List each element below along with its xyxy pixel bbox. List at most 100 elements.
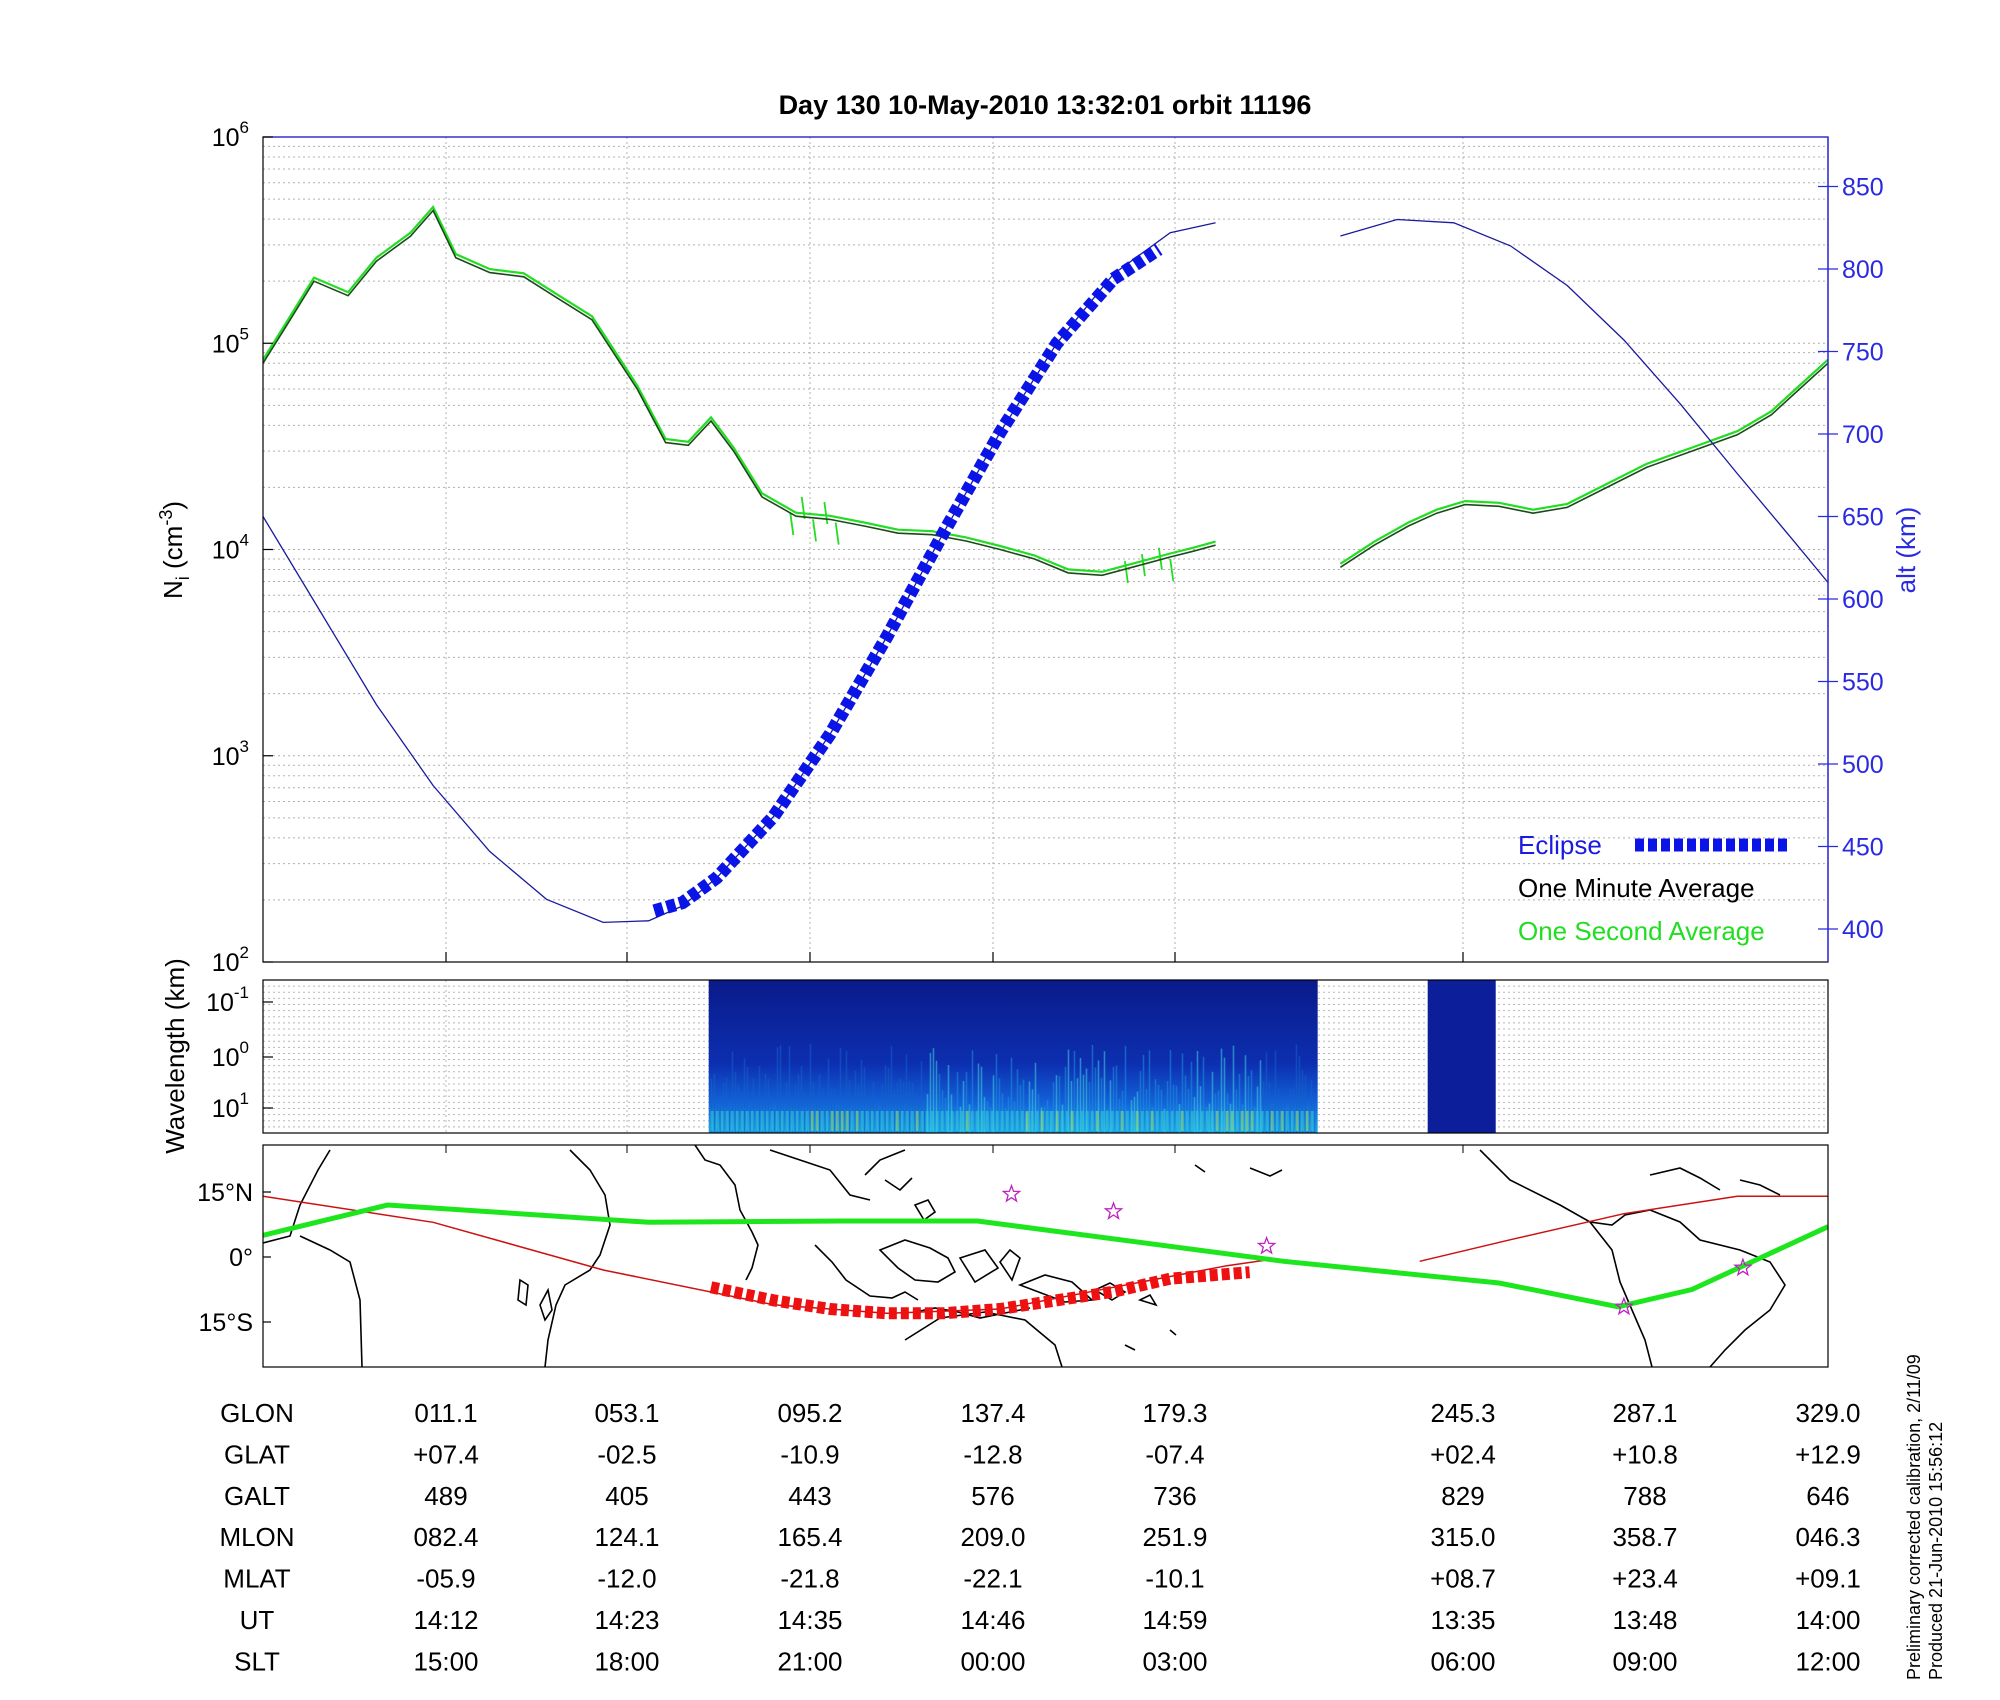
spectrogram-low-band	[945, 1111, 949, 1131]
spectrogram-low-band	[785, 1111, 789, 1131]
spectrogram-streak	[992, 1075, 995, 1133]
spectrogram-streak	[845, 1051, 848, 1133]
spectrogram-streak	[1112, 1066, 1115, 1133]
spectrogram-streak	[1100, 1077, 1103, 1133]
altitude-line	[1340, 218, 1828, 583]
altitude-tick-label: 800	[1842, 256, 1884, 284]
spectrogram-streak	[998, 1078, 1001, 1133]
spectrogram-streak	[1013, 1101, 1016, 1133]
spectrogram-low-band	[765, 1111, 769, 1131]
legend-second: One Second Average	[1518, 916, 1765, 946]
spectrogram-low-band	[1240, 1111, 1244, 1131]
spectrogram-streak	[1268, 1082, 1271, 1133]
spectrogram-streak	[908, 1081, 911, 1133]
spectrogram-low-band	[1005, 1111, 1009, 1131]
spectrogram-streak	[1157, 1084, 1160, 1133]
spectrogram-low-band	[1260, 1111, 1264, 1131]
table-cell: 165.4	[777, 1522, 842, 1552]
spectrogram-streak	[959, 1106, 962, 1133]
table-row-label: GLAT	[224, 1439, 290, 1469]
legend: Eclipse One Minute Average One Second Av…	[1518, 830, 1790, 946]
spectrogram-low-band	[845, 1111, 849, 1131]
spectrogram-streak	[1304, 1075, 1307, 1133]
table-cell: +10.8	[1612, 1439, 1678, 1469]
spectrogram-streak	[1073, 1050, 1076, 1133]
spectrogram-low-band	[965, 1111, 969, 1131]
spectrogram-streak	[848, 1080, 851, 1133]
spectrogram-low-band	[1160, 1111, 1164, 1131]
spectrogram-low-band	[1245, 1111, 1249, 1131]
spectrogram-streak	[1292, 1088, 1295, 1133]
star-marker	[1613, 1296, 1634, 1316]
spectrogram-low-band	[995, 1111, 999, 1131]
table-cell: 443	[788, 1481, 831, 1511]
density-panel: 102 103 104 105 106 400 450 500 550 600 650 700 750…	[156, 118, 1921, 977]
spectrogram-panel: 10-1 100 101 Wavelength (km)	[160, 958, 1829, 1154]
spectrogram-low-band	[900, 1111, 904, 1131]
spectrogram-low-band	[1060, 1111, 1064, 1131]
spectrogram-streak	[947, 1064, 950, 1133]
spectrogram-streak	[983, 1096, 986, 1133]
spectrogram-low-band	[1150, 1111, 1154, 1131]
table-cell: 245.3	[1430, 1398, 1495, 1428]
one-minute-average-line	[263, 209, 1216, 577]
spectrogram-streak	[1010, 1057, 1013, 1133]
spectrogram-low-band	[1310, 1111, 1314, 1131]
density-tick-label: 102	[212, 943, 249, 977]
one-second-spike	[834, 522, 840, 545]
star-marker	[1733, 1257, 1753, 1277]
spectrogram-low-band	[870, 1111, 874, 1131]
star-marker	[1001, 1183, 1022, 1203]
table-cell: +23.4	[1612, 1564, 1678, 1594]
spectrogram-streak	[1088, 1082, 1091, 1133]
spectrogram-low-band	[1075, 1111, 1079, 1131]
spectrogram-low-band	[1295, 1111, 1299, 1131]
table-cell: 14:59	[1142, 1605, 1207, 1635]
spectrogram-streak	[1262, 1081, 1265, 1133]
table-cell: 09:00	[1612, 1646, 1677, 1676]
one-minute-average-line	[1339, 362, 1828, 568]
table-cell: 13:35	[1430, 1605, 1495, 1635]
star-marker	[1103, 1201, 1124, 1220]
spectrogram-streak	[1133, 1096, 1136, 1133]
spectrogram-low-band	[980, 1111, 984, 1131]
table-cell: +09.1	[1795, 1564, 1861, 1594]
spectrogram-streak	[962, 1081, 965, 1133]
altitude-ylabel: alt (km)	[1891, 507, 1921, 594]
spectrogram-streak	[1250, 1070, 1253, 1133]
spectrogram-low-band	[1250, 1111, 1254, 1131]
spectrogram-streak	[779, 1045, 782, 1133]
table-cell: 358.7	[1612, 1522, 1677, 1552]
spectrogram-low-band	[810, 1111, 814, 1131]
spectrogram-streak	[938, 1074, 941, 1133]
spectrogram-streak	[980, 1066, 983, 1133]
table-cell: 576	[971, 1481, 1014, 1511]
spectrogram-low-band	[1170, 1111, 1174, 1131]
wavelength-tick-label: 101	[212, 1089, 249, 1123]
table-cell: +08.7	[1430, 1564, 1496, 1594]
spectrogram-streak	[863, 1067, 866, 1133]
spectrogram-streak	[1154, 1079, 1157, 1133]
density-series	[263, 205, 1828, 924]
spectrogram-streak	[995, 1053, 998, 1133]
altitude-right-ticks: 400 450 500 550 600 650 700 750 800 850	[1818, 174, 1884, 944]
spectrogram-low-band	[890, 1111, 894, 1131]
table-row-label: GLON	[220, 1398, 294, 1428]
spectrogram-streak	[971, 1050, 974, 1133]
wavelength-tick-label: 100	[212, 1038, 249, 1072]
spectrogram-streak	[1256, 1086, 1259, 1133]
spectrogram-low-band	[835, 1111, 839, 1131]
spectrogram-low-band	[1230, 1111, 1234, 1131]
spectrogram-streak	[902, 1082, 905, 1133]
spectrogram-streak	[812, 1081, 815, 1133]
altitude-tick-label: 700	[1842, 421, 1884, 449]
spectrogram-low-band	[1000, 1111, 1004, 1131]
spectrogram-streak	[881, 1084, 884, 1133]
spectrogram-streak	[1184, 1075, 1187, 1133]
table-cell: 405	[605, 1481, 648, 1511]
spectrogram-low-band	[990, 1111, 994, 1131]
altitude-tick-label: 650	[1842, 504, 1884, 532]
spectrogram-low-band	[760, 1111, 764, 1131]
density-tick-label: 105	[212, 324, 249, 358]
spectrogram-streak	[929, 1052, 932, 1133]
